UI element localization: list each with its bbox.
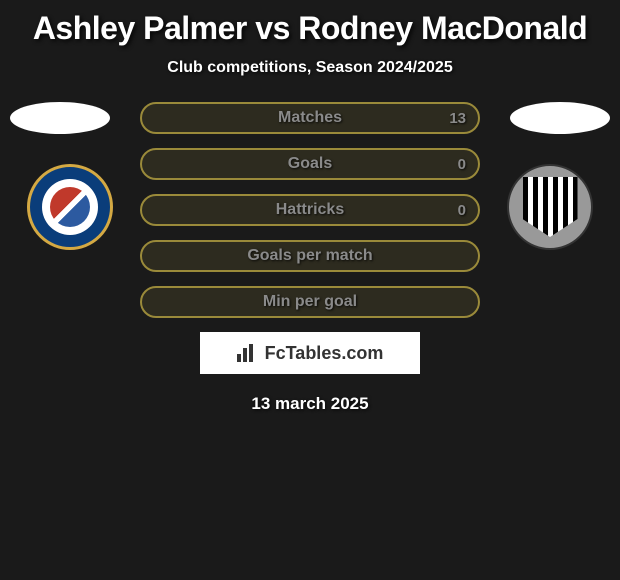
stat-row-matches: Matches 13 [140,102,480,134]
player-left-oval [10,102,110,134]
stat-label: Goals [288,155,332,173]
club-badge-right-circle [507,164,593,250]
comparison-date: 13 march 2025 [0,394,620,414]
club-badge-left [20,162,120,252]
bar-chart-icon [237,344,259,362]
club-badge-left-circle [27,164,113,250]
stat-value-right: 0 [458,156,466,173]
stat-row-hattricks: Hattricks 0 [140,194,480,226]
club-badge-right [500,162,600,252]
footer-brand-text: FcTables.com [265,343,384,364]
stat-row-min-per-goal: Min per goal [140,286,480,318]
stat-value-right: 13 [449,110,466,127]
club-badge-left-inner [42,179,98,235]
stat-value-right: 0 [458,202,466,219]
stats-container: Matches 13 Goals 0 Hattricks 0 Goals per… [140,102,480,318]
club-badge-left-stripe [50,187,90,227]
player-right-oval [510,102,610,134]
stat-label: Min per goal [263,293,357,311]
stat-row-goals-per-match: Goals per match [140,240,480,272]
stat-label: Matches [278,109,342,127]
stat-label: Goals per match [247,247,372,265]
stat-row-goals: Goals 0 [140,148,480,180]
comparison-title: Ashley Palmer vs Rodney MacDonald [0,0,620,47]
comparison-area: Matches 13 Goals 0 Hattricks 0 Goals per… [0,102,620,414]
footer-brand-badge[interactable]: FcTables.com [200,332,420,374]
season-subtitle: Club competitions, Season 2024/2025 [0,59,620,77]
stat-label: Hattricks [276,201,344,219]
club-badge-right-shield [523,177,578,237]
